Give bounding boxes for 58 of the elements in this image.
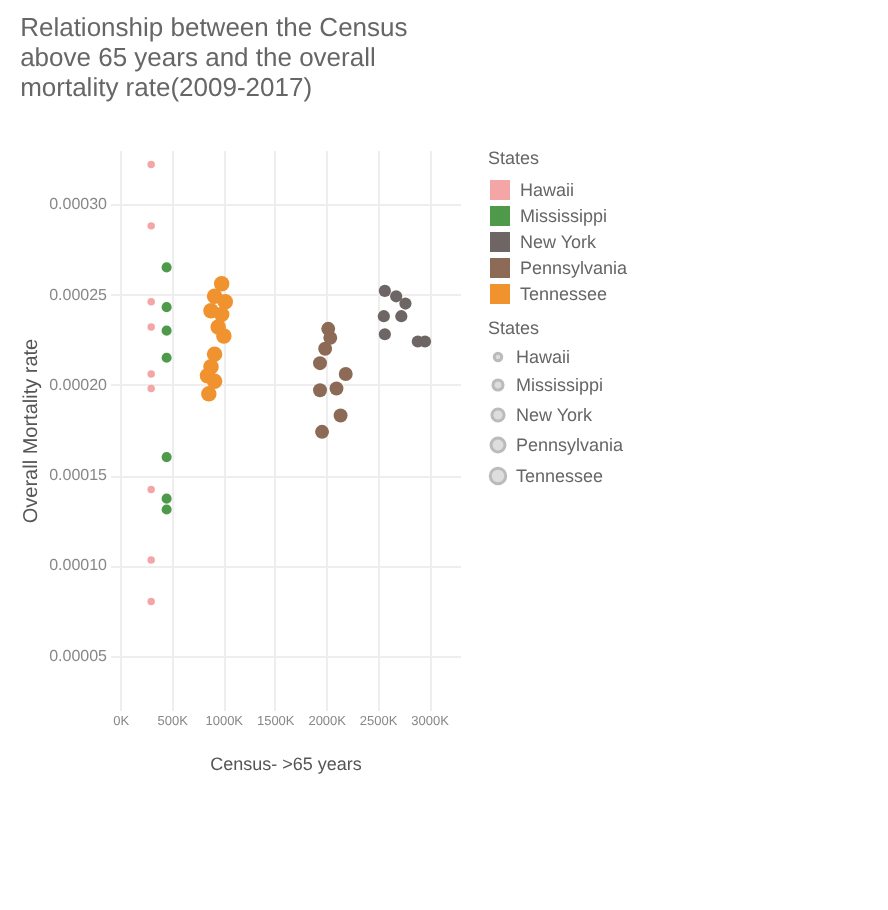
text: Tennessee [516,466,604,486]
point [161,262,172,273]
point [378,328,391,341]
point [161,352,172,363]
point [213,306,230,323]
point [147,298,155,306]
point [323,330,338,345]
legend-label: Hawaii [520,180,575,200]
point [313,383,327,398]
point [161,493,172,504]
point [201,386,217,402]
point [318,341,333,356]
y-tick-label: 0.00015 [49,466,109,485]
text: States [488,318,540,338]
point [399,297,412,310]
y-axis-title: Overall Mortality rate [21,337,44,524]
chart-title: Relationship between the Census above 65 years and the overall mortality rate(2009-2017) [20,12,409,102]
point [161,302,172,313]
point [206,373,223,389]
point [147,323,155,331]
point [378,284,391,297]
point [333,408,348,423]
point [315,424,330,439]
x-axis-title: Census- >65 years [210,754,363,774]
point [217,294,234,310]
legend-label: New York [520,232,598,252]
point [329,381,344,396]
point [147,485,155,494]
point [216,328,232,344]
point [206,346,223,362]
point [377,310,390,323]
point [161,504,172,515]
point [161,325,172,336]
y-tick-label: 0.00005 [49,646,109,665]
text: Mississippi [516,375,604,395]
point [147,597,155,606]
point [395,310,408,323]
point [147,370,155,378]
point [147,556,155,564]
legend-label: Pennsylvania [520,258,628,278]
point [147,160,155,169]
y-tick-label: 0.00010 [49,556,109,575]
point [313,356,327,371]
text: New York [516,405,593,425]
point [147,222,155,230]
point [147,384,155,393]
text: Pennsylvania [516,435,624,455]
point [213,275,230,292]
y-tick-label: 0.00025 [49,285,109,304]
legend-title: States [488,148,541,168]
point [390,290,403,303]
text: Hawaii [516,347,571,367]
legend-label: Mississippi [520,206,608,226]
legend-label: Tennessee [520,284,608,304]
y-tick-label: 0.00030 [49,195,109,214]
y-tick-label: 0.00020 [49,375,109,394]
point [338,367,353,381]
point [161,452,172,463]
